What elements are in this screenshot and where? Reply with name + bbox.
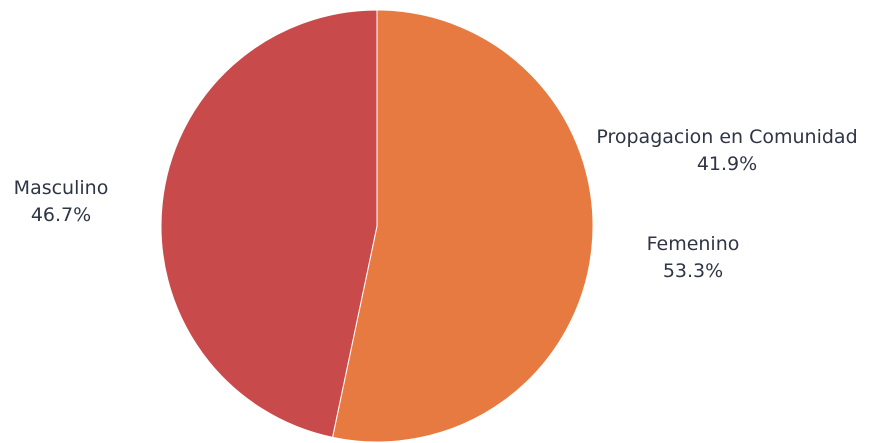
slice-label-femenino-name: Femenino	[646, 233, 740, 255]
pie-slice-femenino[interactable]	[331, 9, 594, 443]
slice-label-masculino-value: 46.7%	[30, 204, 92, 226]
slice-label-femenino-value: 53.3%	[662, 260, 724, 282]
slice-label-masculino-name: Masculino	[13, 177, 109, 199]
annotation-propagacion: Propagacion en Comunidad 41.9%	[566, 124, 888, 178]
annotation-propagacion-name: Propagacion en Comunidad	[596, 126, 858, 148]
annotation-propagacion-value: 41.9%	[696, 153, 758, 175]
slice-label-masculino: Masculino 46.7%	[0, 175, 122, 229]
pie-slice-masculino[interactable]	[160, 9, 378, 438]
slice-label-femenino: Femenino 53.3%	[630, 231, 756, 285]
